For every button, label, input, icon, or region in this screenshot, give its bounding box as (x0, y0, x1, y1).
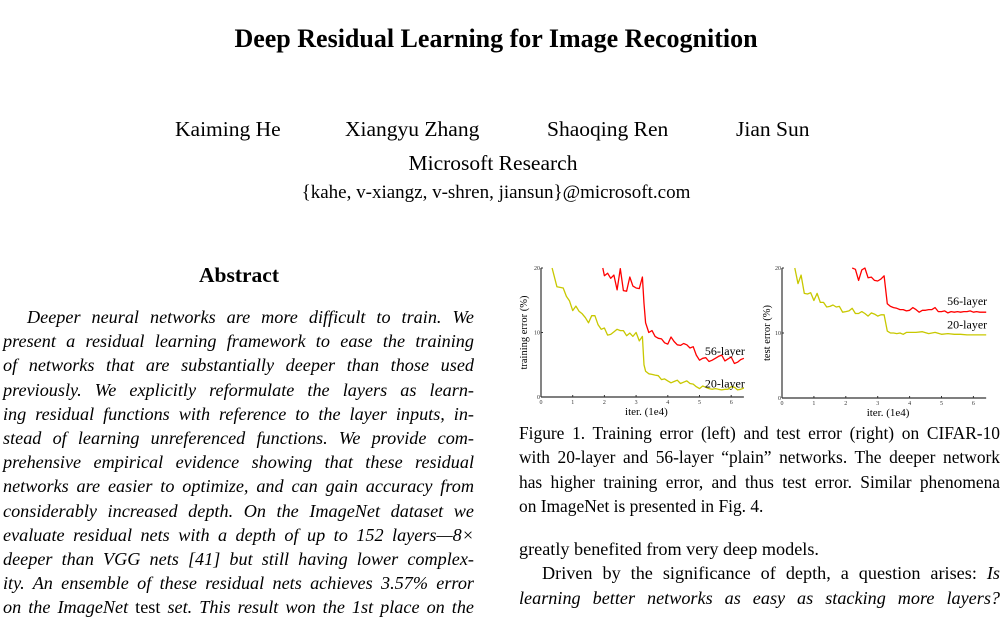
x-axis-label: iter. (1e4) (867, 407, 910, 419)
author-name: Xiangyu Zhang (345, 117, 480, 141)
y-axis-label: test error (%) (762, 305, 773, 361)
series-annotation: 20-layer (947, 317, 987, 331)
abstract-text: on the ImageNet (3, 597, 136, 618)
x-tick-label: 4 (908, 401, 911, 407)
abstract-line: of networks that are substantially deepe… (3, 355, 474, 376)
abstract-line: networks are easier to optimize, and can… (3, 476, 474, 497)
body-line: learning better networks as easy as stac… (519, 587, 1000, 608)
x-tick-label: 0 (781, 401, 784, 407)
series-line-56-layer (851, 267, 987, 314)
y-tick-label: 20 (534, 266, 540, 272)
caption-line: Figure 1. Training error (left) and test… (519, 423, 1000, 443)
y-axis-label: training error (%) (519, 295, 530, 370)
abstract-text: set. This result won the 1st place on th… (160, 597, 474, 618)
caption-line: with 20-layer and 56-layer “plain” netwo… (519, 447, 1000, 468)
x-tick-label: 2 (603, 400, 606, 406)
x-tick-label: 3 (876, 401, 879, 407)
body-text: Driven by the significance of depth, a q… (542, 563, 987, 584)
x-tick-label: 5 (940, 401, 943, 407)
author-list: Kaiming He Xiangyu Zhang Shaoqing Ren Ji… (0, 117, 1000, 147)
abstract-line: previously. We explicitly reformulate th… (3, 379, 474, 400)
abstract-text-upright: test (135, 597, 161, 618)
series-annotation: 56-layer (947, 294, 987, 308)
body-line: Driven by the significance of depth, a q… (519, 561, 1000, 585)
abstract-line: prehensive empirical evidence showing th… (3, 452, 474, 473)
abstract-body: Deeper neural networks are more difficul… (3, 305, 474, 619)
x-tick-label: 2 (844, 401, 847, 407)
caption-line: has higher training error, and thus test… (519, 471, 1000, 492)
y-tick-label: 0 (537, 395, 540, 401)
figure-caption: Figure 1. Training error (left) and test… (519, 421, 1000, 518)
abstract-line: ing residual functions with reference to… (3, 403, 474, 424)
author-name: Shaoqing Ren (547, 117, 669, 141)
x-tick-label: 3 (635, 400, 638, 406)
series-line-56-layer (602, 267, 745, 365)
series-annotation: 56-layer (705, 344, 745, 358)
y-tick-label: 20 (775, 266, 781, 272)
abstract-line: evaluate residual nets with a depth of u… (3, 524, 474, 545)
paper-title: Deep Residual Learning for Image Recogni… (234, 24, 758, 53)
series-line-20-layer (794, 267, 987, 336)
abstract-heading: Abstract (198, 263, 279, 287)
abstract-line: deeper than VGG nets [41] but still havi… (3, 548, 474, 569)
plot-test-error: 0 1 2 3 4 5 6 0 10 20 iter. (1e4) test error (%) 56-… (762, 266, 987, 419)
abstract-line: present a residual learning framework to… (3, 331, 474, 352)
author-name: Kaiming He (175, 117, 281, 141)
abstract-line: ity. An ensemble of these residual nets … (3, 573, 474, 594)
abstract-line: Deeper neural networks are more difficul… (27, 307, 474, 327)
series-line-20-layer (551, 267, 745, 391)
x-tick-label: 1 (571, 400, 574, 406)
x-tick-label: 0 (540, 400, 543, 406)
body-line: greatly benefited from very deep models. (519, 539, 819, 559)
x-tick-label: 6 (972, 401, 975, 407)
x-axis-label: iter. (1e4) (625, 406, 668, 418)
plot-training-error: 0 1 2 3 4 5 6 0 10 20 iter. (1e4) training error (%… (519, 266, 745, 418)
abstract-line: on the ImageNet test set. This result wo… (3, 595, 474, 619)
author-emails: {kahe, v-xiangz, v-shren, jiansun}@micro… (301, 182, 691, 203)
caption-line: on ImageNet is presented in Fig. 4. (519, 495, 764, 516)
x-tick-label: 1 (812, 401, 815, 407)
body-text-right: greatly benefited from very deep models.… (519, 537, 1000, 610)
x-tick-label: 6 (730, 400, 733, 406)
author-name: Jian Sun (736, 117, 810, 141)
x-tick-label: 5 (698, 400, 701, 406)
x-tick-label: 4 (666, 400, 669, 406)
figure-1: 0 1 2 3 4 5 6 0 10 20 iter. (1e4) training error (%… (510, 262, 1000, 422)
y-tick-label: 10 (534, 331, 540, 337)
abstract-line: stead of learning unreferenced functions… (3, 427, 474, 448)
body-text-italic: Is (986, 563, 1000, 584)
series-annotation: 20-layer (705, 376, 745, 390)
y-tick-label: 10 (775, 331, 781, 337)
y-tick-label: 0 (778, 396, 781, 402)
affiliation: Microsoft Research (408, 151, 578, 175)
abstract-line: considerably increased depth. On the Ima… (3, 500, 474, 521)
